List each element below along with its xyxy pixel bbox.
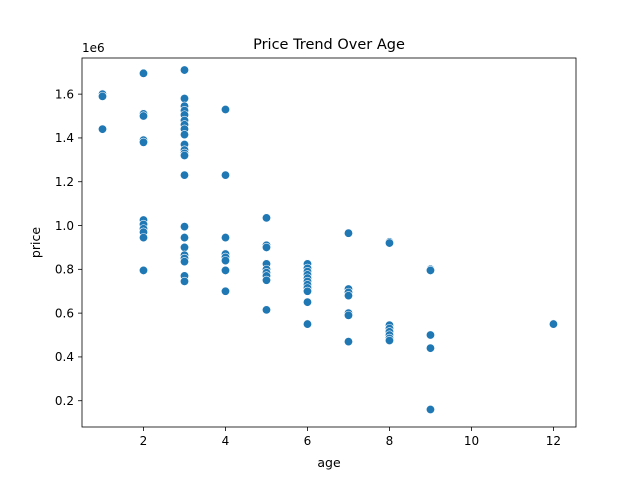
scatter-point [343,310,353,320]
scatter-point [179,130,189,140]
scatter-point [179,222,189,232]
scatter-point [302,297,312,307]
scatter-point [384,238,394,248]
scatter-point [220,256,230,266]
y-axis-offset-label: 1e6 [82,41,105,55]
scatter-point [179,150,189,160]
x-axis-label: age [317,455,341,470]
y-tick-label: 1.0 [55,219,74,233]
scatter-point [261,275,271,285]
y-tick-label: 1.6 [55,87,74,101]
scatter-point [220,265,230,275]
y-tick-label: 0.6 [55,306,74,320]
scatter-point [179,94,189,104]
scatter-point [179,170,189,180]
x-tick-label: 2 [140,434,148,448]
scatter-point [425,404,435,414]
x-tick-label: 10 [464,434,479,448]
scatter-point [261,213,271,223]
scatter-point [548,319,558,329]
scatter-point [261,242,271,252]
plot-frame [81,57,577,428]
scatter-point [220,286,230,296]
scatter-point [220,170,230,180]
x-tick-label: 8 [386,434,394,448]
scatter-point [97,124,107,134]
scatter-point [343,228,353,238]
x-axis-ticks: 2 4 6 8 10 12 [140,427,561,448]
scatter-point [220,233,230,243]
scatter-point [220,104,230,114]
scatter-point [179,233,189,243]
scatter-point [138,68,148,78]
scatter-point [97,91,107,101]
x-tick-label: 6 [304,434,312,448]
data-points [97,65,558,414]
y-tick-label: 0.2 [55,394,74,408]
y-axis-ticks: 0.2 0.4 0.6 0.8 1.0 1.2 1.4 1.6 [55,87,82,408]
scatter-point [425,330,435,340]
x-tick-label: 4 [222,434,230,448]
y-tick-label: 0.8 [55,263,74,277]
x-tick-label: 12 [546,434,561,448]
scatter-point [261,305,271,315]
scatter-point [138,137,148,147]
y-axis-label: price [28,227,43,258]
scatter-point [179,257,189,267]
scatter-point [302,319,312,329]
scatter-point [138,111,148,121]
scatter-point [179,65,189,75]
scatter-point [343,291,353,301]
scatter-point [425,265,435,275]
chart-title: Price Trend Over Age [253,37,405,53]
scatter-point [425,343,435,353]
y-tick-label: 1.2 [55,175,74,189]
y-tick-label: 1.4 [55,131,74,145]
y-tick-label: 0.4 [55,350,74,364]
scatter-point [179,242,189,252]
scatter-point [302,286,312,296]
scatter-point [138,233,148,243]
scatter-point [384,335,394,345]
scatter-point [179,276,189,286]
scatter-point [343,337,353,347]
scatter-point [138,265,148,275]
